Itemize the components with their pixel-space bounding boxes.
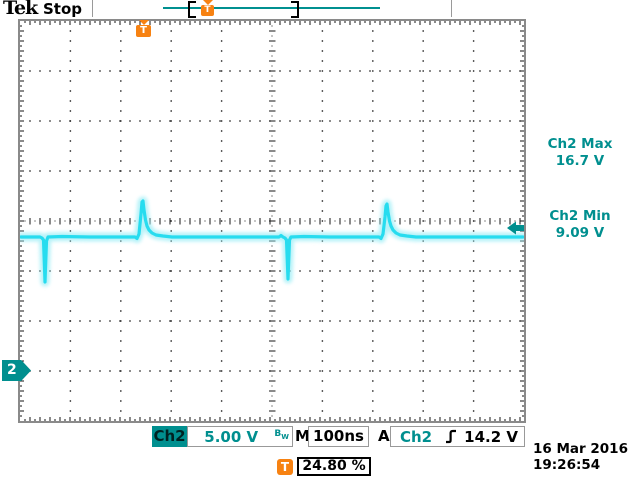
measurement-value: 9.09 V [555,225,605,241]
trigger-level-value: 14.2 V [464,427,518,446]
channel2-ground-marker[interactable]: 2 [2,360,31,381]
timebase-prefix: M [295,427,310,445]
rising-edge-icon [446,429,457,444]
record-trigger-position-marker[interactable]: T [200,0,215,17]
date-text: 16 Mar 2016 [533,441,628,457]
graticule: T [18,19,526,423]
trigger-position-percent[interactable]: 24.80 % [297,457,371,476]
measurement-label: Ch2 Min [549,208,611,224]
timebase-readout[interactable]: 100ns [308,426,369,447]
vertical-scale-value: 5.00 V [204,427,259,446]
topbar-divider [451,0,452,17]
ch2-scale-readout[interactable]: 5.00 V BW [187,426,293,447]
measurement-value: 16.7 V [555,153,605,169]
trigger-level-arrow[interactable] [507,221,524,235]
acquire-mode-label: A [378,427,390,445]
triangle-down-icon [202,0,213,5]
trigger-t-icon: T [136,25,151,37]
trigger-t-icon: T [201,5,214,16]
trigger-position-marker[interactable]: T [136,20,151,39]
record-view-bar [163,7,380,9]
acquisition-status: Stop [43,0,83,18]
measurement-ch2-max: Ch2 Max 16.7 V [528,136,632,170]
waveform-display [20,21,524,421]
record-window-bracket-left[interactable] [188,1,196,18]
measurement-label: Ch2 Max [547,136,613,152]
bandwidth-limit-icon: BW [274,428,289,441]
tek-logo: Tek [3,0,38,19]
ch2-channel-badge[interactable]: Ch2 [152,426,187,447]
datetime-display: 16 Mar 2016 19:26:54 [533,441,628,473]
topbar-divider [92,0,93,17]
triangle-down-icon [138,20,149,25]
trigger-t-icon: T [277,459,293,475]
trigger-source: Ch2 [400,427,433,446]
trigger-readout[interactable]: Ch2 14.2 V [390,426,525,447]
time-text: 19:26:54 [533,456,601,473]
measurement-ch2-min: Ch2 Min 9.09 V [528,208,632,242]
record-window-bracket-right[interactable] [291,1,299,18]
